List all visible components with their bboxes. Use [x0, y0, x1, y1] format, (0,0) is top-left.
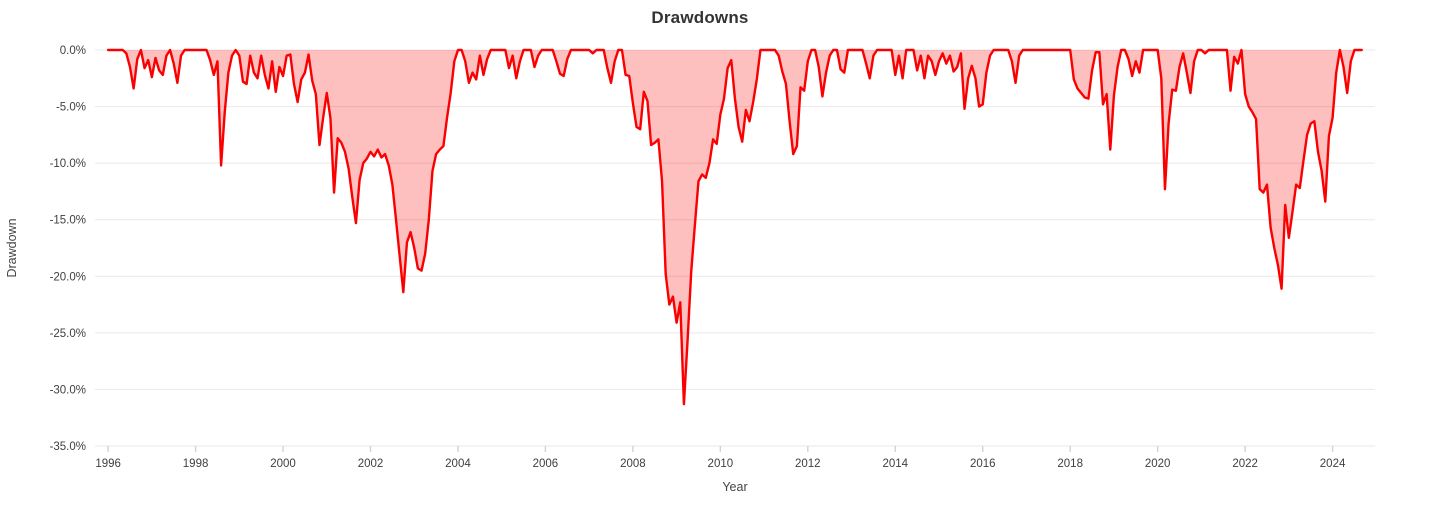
x-tick-label: 2002	[358, 458, 384, 470]
x-tick-label: 2018	[1057, 458, 1083, 470]
x-tick-label: 2016	[970, 458, 996, 470]
x-tick-label: 2012	[795, 458, 821, 470]
x-tick-label: 2024	[1320, 458, 1346, 470]
y-axis-title: Drawdown	[5, 218, 19, 278]
x-tick-label: 2014	[882, 458, 908, 470]
x-axis-title: Year	[722, 480, 748, 494]
drawdown-line[interactable]	[106, 48, 1363, 406]
x-tick-label: 2022	[1232, 458, 1258, 470]
drawdown-area	[108, 50, 1362, 405]
y-tick-label: -10.0%	[50, 158, 86, 170]
y-tick-label: -25.0%	[50, 328, 86, 340]
x-tick-label: 1998	[183, 458, 209, 470]
x-tick-label: 2004	[445, 458, 471, 470]
x-tick-label: 2010	[708, 458, 734, 470]
x-tick-label: 2000	[270, 458, 296, 470]
y-tick-label: -30.0%	[50, 384, 86, 396]
x-tick-label: 2020	[1145, 458, 1171, 470]
y-tick-label: -5.0%	[56, 102, 86, 114]
y-tick-label: -15.0%	[50, 215, 86, 227]
chart-title: Drawdowns	[651, 8, 749, 27]
y-tick-label: -35.0%	[50, 441, 86, 453]
y-tick-label: 0.0%	[60, 45, 86, 57]
x-tick-label: 2006	[533, 458, 559, 470]
y-tick-label: -20.0%	[50, 271, 86, 283]
x-tick-label: 2008	[620, 458, 646, 470]
x-tick-label: 1996	[95, 458, 121, 470]
